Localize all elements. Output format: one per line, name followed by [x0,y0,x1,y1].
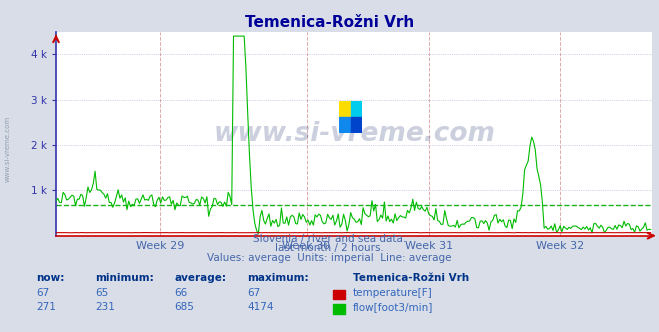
Text: last month / 2 hours.: last month / 2 hours. [275,243,384,253]
Text: Temenica-Rožni Vrh: Temenica-Rožni Vrh [353,273,469,283]
Text: maximum:: maximum: [247,273,309,283]
Bar [339,117,351,133]
Text: 67: 67 [36,288,49,298]
Text: Temenica-Rožni Vrh: Temenica-Rožni Vrh [245,15,414,30]
Text: now:: now: [36,273,65,283]
Text: 4174: 4174 [247,302,273,312]
Bar [351,117,362,133]
Text: minimum:: minimum: [96,273,154,283]
Text: 685: 685 [175,302,194,312]
Text: average:: average: [175,273,227,283]
Text: 66: 66 [175,288,188,298]
Text: www.si-vreme.com: www.si-vreme.com [5,116,11,183]
Text: temperature[F]: temperature[F] [353,288,432,298]
Text: Values: average  Units: imperial  Line: average: Values: average Units: imperial Line: av… [207,253,452,263]
Text: 65: 65 [96,288,109,298]
Text: 67: 67 [247,288,260,298]
Text: www.si-vreme.com: www.si-vreme.com [214,121,495,147]
Text: flow[foot3/min]: flow[foot3/min] [353,302,433,312]
Bar [339,101,351,117]
Text: 271: 271 [36,302,56,312]
Text: Slovenia / river and sea data.: Slovenia / river and sea data. [253,234,406,244]
Text: 231: 231 [96,302,115,312]
Bar [351,101,362,117]
